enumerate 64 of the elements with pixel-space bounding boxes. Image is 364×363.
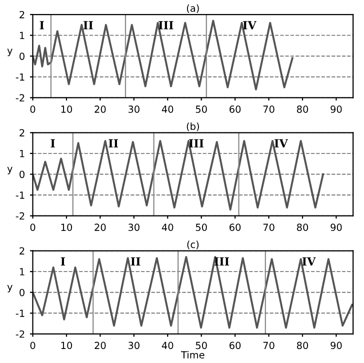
annotation: II: [84, 21, 93, 30]
x-tick-label: 0: [30, 342, 36, 350]
x-tick-label: 20: [94, 224, 106, 231]
x-axis-title: Time: [180, 351, 204, 359]
x-tick-label: 30: [128, 106, 140, 113]
x-tick-label: 30: [128, 224, 140, 231]
y-tick-label: -2: [16, 330, 24, 338]
x-tick-label: 0: [30, 224, 36, 231]
annotation: IV: [274, 139, 288, 148]
y-tick-label: 2: [20, 247, 24, 254]
chart-title: (c): [187, 240, 199, 250]
x-tick-label: 70: [263, 342, 274, 350]
x-tick-label: 40: [162, 342, 174, 350]
x-tick-label: 40: [162, 106, 174, 113]
x-tick-label: 80: [296, 106, 308, 113]
x-tick-label: 50: [196, 106, 207, 113]
annotation: I: [60, 257, 66, 266]
y-tick-label: -2: [16, 212, 24, 220]
x-tick-label: 0: [30, 106, 36, 113]
chart-title: (a): [186, 4, 199, 14]
y-axis-title: y: [7, 48, 12, 56]
x-tick-label: 40: [162, 224, 174, 231]
x-tick-label: 20: [94, 342, 106, 350]
x-tick-label: 10: [61, 106, 72, 113]
y-tick-label: -1: [16, 74, 24, 81]
x-tick-label: 60: [230, 342, 241, 350]
x-tick-label: 10: [61, 224, 72, 231]
y-tick-label: 0: [20, 170, 24, 178]
y-tick-label: -1: [16, 192, 24, 199]
x-tick-label: 50: [196, 224, 207, 231]
y-tick-label: -2: [16, 94, 24, 102]
line-series: [32, 256, 354, 329]
x-tick-label: 50: [196, 342, 207, 350]
annotation: IV: [243, 21, 256, 30]
y-tick-label: 0: [20, 288, 24, 296]
line-series: [32, 20, 294, 90]
y-axis-title: y: [7, 166, 12, 174]
y-tick-label: 2: [20, 11, 24, 18]
annotation: II: [130, 257, 140, 266]
x-tick-label: 80: [296, 342, 308, 350]
line-series: [32, 140, 324, 211]
x-tick-label: 80: [296, 224, 308, 231]
x-tick-label: 70: [263, 224, 274, 231]
x-tick-label: 60: [230, 106, 241, 113]
y-tick-label: 1: [20, 150, 24, 158]
x-tick-label: 30: [128, 342, 140, 350]
x-tick-label: 90: [330, 342, 342, 350]
x-tick-label: 60: [230, 224, 241, 231]
annotation: I: [40, 21, 44, 30]
x-tick-label: 90: [330, 106, 342, 113]
x-tick-label: 10: [61, 342, 72, 350]
y-tick-label: 1: [20, 32, 24, 40]
y-tick-label: -1: [16, 310, 24, 317]
x-tick-label: 90: [330, 224, 342, 231]
annotation: I: [50, 139, 55, 148]
y-tick-label: 0: [20, 52, 24, 60]
annotation: II: [108, 139, 118, 148]
x-tick-label: 20: [94, 106, 106, 113]
annotation: IV: [302, 257, 316, 266]
chart-title: (b): [186, 122, 199, 132]
y-axis-title: y: [7, 285, 12, 292]
y-tick-label: 2: [20, 129, 24, 136]
x-tick-label: 70: [263, 106, 274, 113]
y-tick-label: 1: [20, 268, 24, 276]
